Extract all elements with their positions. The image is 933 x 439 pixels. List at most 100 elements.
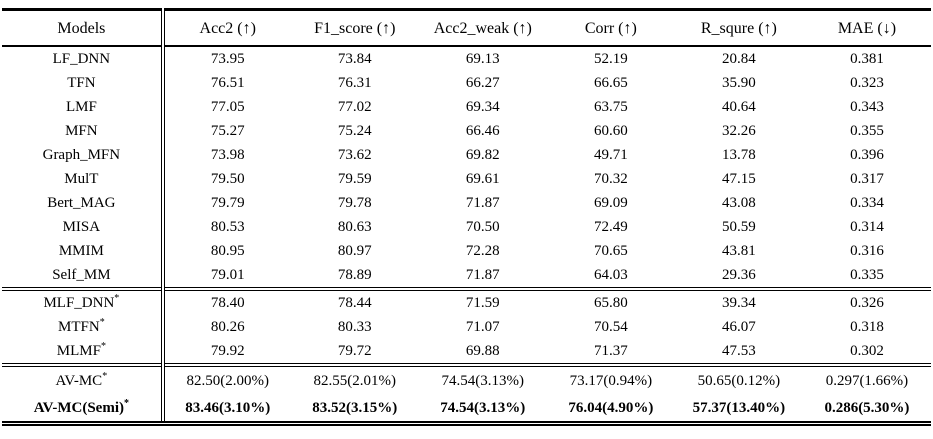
value-cell: 77.02 (337, 99, 372, 116)
value-cell: 71.87 (465, 195, 500, 212)
value-cell: 69.82 (465, 147, 500, 164)
table-section: MLF_DNN* 78.40 78.44 71.59 65.80 39.34 0.326 MT… (2, 287, 931, 366)
model-name-cell: Self_MM (2, 263, 165, 290)
value-cell: 73.84 (337, 51, 372, 68)
value-cell: 71.07 (465, 319, 500, 336)
column-header: MAE (↓) (802, 9, 931, 48)
value-cell: 70.54 (593, 319, 628, 336)
value-cell: 75.24 (337, 123, 372, 140)
value-cell: 47.15 (721, 171, 756, 188)
value-cell: 79.59 (337, 171, 372, 188)
model-name-cell: Bert_MAG (2, 191, 165, 216)
value-cell: 35.90 (721, 75, 756, 92)
value-cell: 80.26 (210, 319, 245, 336)
model-name-cell: MLF_DNN* (2, 287, 165, 316)
model-name-cell: MTFN* (2, 315, 165, 340)
value-cell: 78.89 (337, 267, 372, 284)
value-cell: 80.53 (210, 219, 245, 236)
table-section: LF_DNN 73.95 73.84 69.13 52.19 20.84 0.381 TFN 7… (2, 46, 931, 290)
value-cell: 79.50 (210, 171, 245, 188)
value-cell: 80.97 (337, 243, 372, 260)
table-row: MMIM 80.95 80.97 72.28 70.65 43.81 0.316 (2, 239, 931, 264)
value-cell: 69.61 (465, 171, 500, 188)
value-cell: 71.87 (465, 267, 500, 284)
model-name-cell: MLMF* (2, 339, 165, 366)
table-row: LF_DNN 73.95 73.84 69.13 52.19 20.84 0.381 (2, 46, 931, 72)
value-cell: 0.302 (850, 343, 884, 360)
value-cell: 70.50 (465, 219, 500, 236)
value-cell: 74.54(3.13%) (440, 399, 526, 416)
value-cell: 0.317 (850, 171, 884, 188)
value-cell: 43.08 (721, 195, 756, 212)
value-cell: 0.326 (802, 287, 931, 316)
model-name-cell: AV-MC* (2, 363, 165, 395)
table-row: TFN 76.51 76.31 66.27 66.65 35.90 0.323 (2, 71, 931, 96)
value-cell: 29.36 (721, 267, 756, 284)
value-cell: 0.343 (850, 99, 884, 116)
value-cell: 78.44 (290, 287, 419, 316)
model-superscript: * (102, 370, 108, 382)
results-table: Models Acc2 (↑) F1_score (↑) Acc2_weak (↑) C… (2, 8, 931, 427)
value-cell: 47.53 (721, 343, 756, 360)
model-name-cell: MulT (2, 167, 165, 192)
value-cell: 0.314 (850, 219, 884, 236)
value-cell: 82.55(2.01%) (290, 363, 419, 395)
value-cell: 0.396 (850, 147, 884, 164)
value-cell: 0.316 (850, 243, 884, 260)
value-cell: 70.65 (593, 243, 628, 260)
table-row: MLF_DNN* 78.40 78.44 71.59 65.80 39.34 0.326 (2, 287, 931, 316)
value-cell: 0.355 (850, 123, 884, 140)
value-cell: 82.50(2.00%) (162, 363, 291, 395)
table-row: AV-MC* 82.50(2.00%) 82.55(2.01%) 74.54(3.13… (2, 363, 931, 395)
value-cell: 64.03 (593, 267, 628, 284)
table-row: MFN 75.27 75.24 66.46 60.60 32.26 0.355 (2, 119, 931, 144)
value-cell: 83.52(3.15%) (312, 399, 398, 416)
value-cell: 70.32 (593, 171, 628, 188)
model-name-cell: MISA (2, 215, 165, 240)
value-cell: 0.323 (850, 75, 884, 92)
model-name-cell: MFN (2, 119, 165, 144)
model-superscript: * (123, 397, 129, 409)
value-cell: 79.79 (210, 195, 245, 212)
value-cell: 69.88 (465, 343, 500, 360)
table-header: Models Acc2 (↑) F1_score (↑) Acc2_weak (↑) C… (2, 9, 931, 48)
value-cell: 52.19 (593, 51, 628, 68)
table-row: AV-MC(Semi)* 83.46(3.10%) 83.52(3.15%) 74.5… (2, 394, 931, 424)
table-row: MISA 80.53 80.63 70.50 72.49 50.59 0.314 (2, 215, 931, 240)
table-row: LMF 77.05 77.02 69.34 63.75 40.64 0.343 (2, 95, 931, 120)
value-cell: 83.46(3.10%) (185, 399, 271, 416)
value-cell: 0.334 (850, 195, 884, 212)
value-cell: 75.27 (210, 123, 245, 140)
value-cell: 80.95 (210, 243, 245, 260)
value-cell: 71.37 (593, 343, 628, 360)
table-row: Bert_MAG 79.79 79.78 71.87 69.09 43.08 0.334 (2, 191, 931, 216)
model-superscript: * (114, 293, 120, 305)
model-superscript: * (100, 341, 106, 353)
value-cell: 80.63 (337, 219, 372, 236)
value-cell: 50.59 (721, 219, 756, 236)
value-cell: 76.51 (210, 75, 245, 92)
value-cell: 69.09 (593, 195, 628, 212)
value-cell: 43.81 (721, 243, 756, 260)
header-row: Models Acc2 (↑) F1_score (↑) Acc2_weak (↑) C… (2, 9, 931, 48)
value-cell: 73.17(0.94%) (546, 363, 675, 395)
value-cell: 71.59 (418, 287, 547, 316)
value-cell: 0.318 (850, 319, 884, 336)
value-cell: 60.60 (593, 123, 628, 140)
value-cell: 72.28 (465, 243, 500, 260)
table-row: Graph_MFN 73.98 73.62 69.82 49.71 13.78 0.396 (2, 143, 931, 168)
value-cell: 78.40 (162, 287, 291, 316)
table-row: Self_MM 79.01 78.89 71.87 64.03 29.36 0.335 (2, 263, 931, 290)
model-name-cell: LF_DNN (2, 46, 165, 72)
column-header: R_squre (↑) (674, 9, 803, 48)
table-row: MLMF* 79.92 79.72 69.88 71.37 47.53 0.302 (2, 339, 931, 366)
column-header: Corr (↑) (546, 9, 675, 48)
value-cell: 46.07 (721, 319, 756, 336)
column-header: Acc2 (↑) (162, 9, 291, 48)
value-cell: 0.335 (850, 267, 884, 284)
value-cell: 65.80 (546, 287, 675, 316)
value-cell: 73.98 (210, 147, 245, 164)
value-cell: 73.62 (337, 147, 372, 164)
value-cell: 79.92 (210, 343, 245, 360)
